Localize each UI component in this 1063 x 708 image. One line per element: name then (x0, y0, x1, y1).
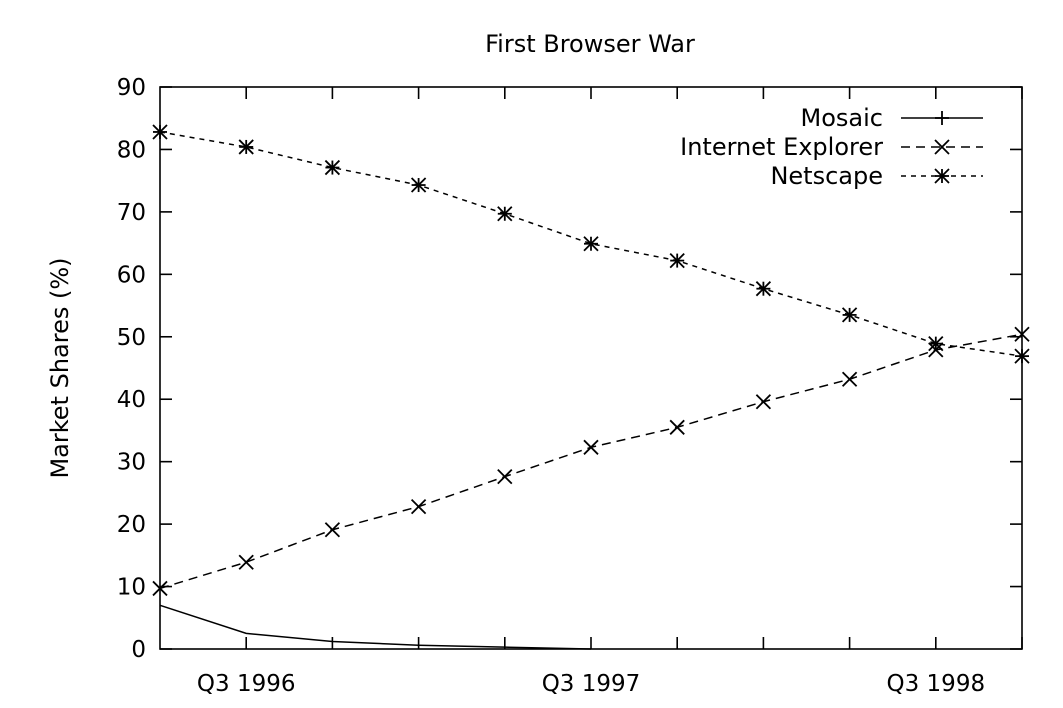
marker-stroke (410, 498, 427, 515)
data-point-internet-explorer (583, 439, 599, 455)
data-point-internet-explorer (238, 554, 254, 570)
marker-stroke (238, 554, 254, 570)
data-point-internet-explorer (324, 522, 341, 538)
legend-entry-mosaic: Mosaic (801, 104, 983, 132)
data-point-internet-explorer (1014, 326, 1030, 342)
marker-stroke (1014, 348, 1030, 364)
data-point-netscape (238, 139, 254, 155)
legend-entry-netscape: Netscape (770, 162, 983, 190)
legend-marker (935, 111, 949, 125)
data-point-netscape (497, 206, 513, 222)
marker-stroke (324, 522, 341, 538)
data-point-internet-explorer (410, 498, 427, 515)
chart-title: First Browser War (485, 30, 695, 58)
marker-stroke (841, 371, 858, 387)
marker-stroke (934, 168, 950, 184)
marker-stroke (841, 307, 858, 323)
x-tick-label: Q3 1997 (542, 671, 641, 697)
x-tick-label: Q3 1996 (197, 671, 296, 697)
y-tick-label: 50 (117, 325, 146, 351)
y-tick-label: 40 (117, 387, 146, 413)
marker-stroke (497, 469, 513, 485)
marker-stroke (497, 206, 513, 222)
y-tick-label: 20 (117, 512, 146, 538)
data-point-internet-explorer (669, 419, 685, 435)
y-tick-label: 90 (117, 75, 146, 101)
legend-marker (934, 139, 950, 155)
data-point-netscape (152, 124, 168, 140)
data-point-netscape (841, 307, 858, 323)
data-point-netscape (755, 281, 772, 297)
legend-label: Netscape (770, 162, 883, 190)
series-mosaic (159, 604, 592, 650)
y-tick-label: 80 (117, 137, 146, 163)
data-point-internet-explorer (152, 580, 168, 597)
y-tick-label: 10 (117, 575, 146, 601)
data-point-netscape (583, 236, 599, 252)
data-point-internet-explorer (841, 371, 858, 387)
data-point-netscape (410, 177, 427, 193)
data-point-netscape (324, 159, 341, 176)
marker-stroke (152, 580, 168, 597)
legend-marker (934, 168, 950, 184)
marker-stroke (238, 139, 254, 155)
marker-stroke (934, 139, 950, 155)
series-line-internet-explorer (159, 333, 1023, 590)
marker-stroke (928, 336, 944, 352)
marker-stroke (410, 177, 427, 193)
y-axis-label: Market Shares (%) (46, 257, 74, 478)
plot-area: 0 10 20 30 40 50 60 70 80 90 Q3 1996 Q3 1997 Q3 1998 (117, 75, 1030, 697)
series-internet-explorer (152, 326, 1030, 597)
marker-stroke (152, 124, 168, 140)
y-tick-label: 0 (131, 637, 146, 663)
marker-stroke (1014, 326, 1030, 342)
data-point-netscape (928, 336, 944, 352)
marker-stroke (669, 252, 685, 269)
series-netscape (152, 124, 1030, 364)
data-point-internet-explorer (497, 469, 513, 485)
legend-label: Internet Explorer (680, 133, 883, 161)
y-tick-label: 70 (117, 200, 146, 226)
marker-stroke (669, 419, 685, 435)
data-point-netscape (669, 252, 685, 269)
x-tick-label: Q3 1998 (887, 671, 986, 697)
marker-stroke (755, 281, 772, 297)
data-point-internet-explorer (755, 394, 772, 410)
series-line-mosaic (159, 604, 592, 650)
data-point-netscape (1014, 348, 1030, 364)
y-tick-label: 30 (117, 450, 146, 476)
marker-stroke (755, 394, 772, 410)
plot-border (159, 86, 1023, 650)
marker-stroke (583, 439, 599, 455)
marker-stroke (583, 236, 599, 252)
marker-stroke (324, 159, 341, 176)
y-tick-label: 60 (117, 262, 146, 288)
legend-entry-internet-explorer: Internet Explorer (680, 133, 983, 161)
legend-label: Mosaic (801, 104, 883, 132)
